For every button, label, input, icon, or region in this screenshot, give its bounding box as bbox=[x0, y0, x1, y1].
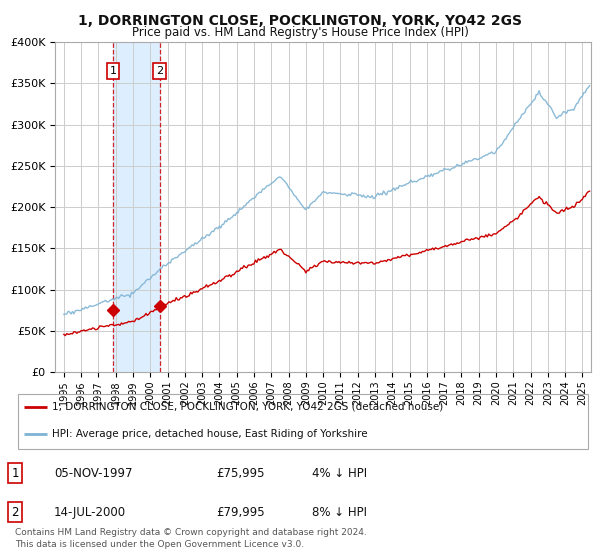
Text: 1, DORRINGTON CLOSE, POCKLINGTON, YORK, YO42 2GS: 1, DORRINGTON CLOSE, POCKLINGTON, YORK, … bbox=[78, 14, 522, 28]
Text: 8% ↓ HPI: 8% ↓ HPI bbox=[312, 506, 367, 519]
Text: 2: 2 bbox=[156, 66, 163, 76]
Text: 14-JUL-2000: 14-JUL-2000 bbox=[54, 506, 126, 519]
Text: 1: 1 bbox=[11, 466, 19, 480]
Text: Contains HM Land Registry data © Crown copyright and database right 2024.
This d: Contains HM Land Registry data © Crown c… bbox=[15, 528, 367, 549]
Text: Price paid vs. HM Land Registry's House Price Index (HPI): Price paid vs. HM Land Registry's House … bbox=[131, 26, 469, 39]
Text: 1: 1 bbox=[110, 66, 116, 76]
Text: £75,995: £75,995 bbox=[216, 466, 265, 480]
Text: 2: 2 bbox=[11, 506, 19, 519]
Text: HPI: Average price, detached house, East Riding of Yorkshire: HPI: Average price, detached house, East… bbox=[52, 430, 368, 440]
Text: 05-NOV-1997: 05-NOV-1997 bbox=[54, 466, 133, 480]
Text: 1, DORRINGTON CLOSE, POCKLINGTON, YORK, YO42 2GS (detached house): 1, DORRINGTON CLOSE, POCKLINGTON, YORK, … bbox=[52, 402, 443, 412]
Text: £79,995: £79,995 bbox=[216, 506, 265, 519]
Bar bbox=[113, 42, 160, 372]
Text: 4% ↓ HPI: 4% ↓ HPI bbox=[312, 466, 367, 480]
